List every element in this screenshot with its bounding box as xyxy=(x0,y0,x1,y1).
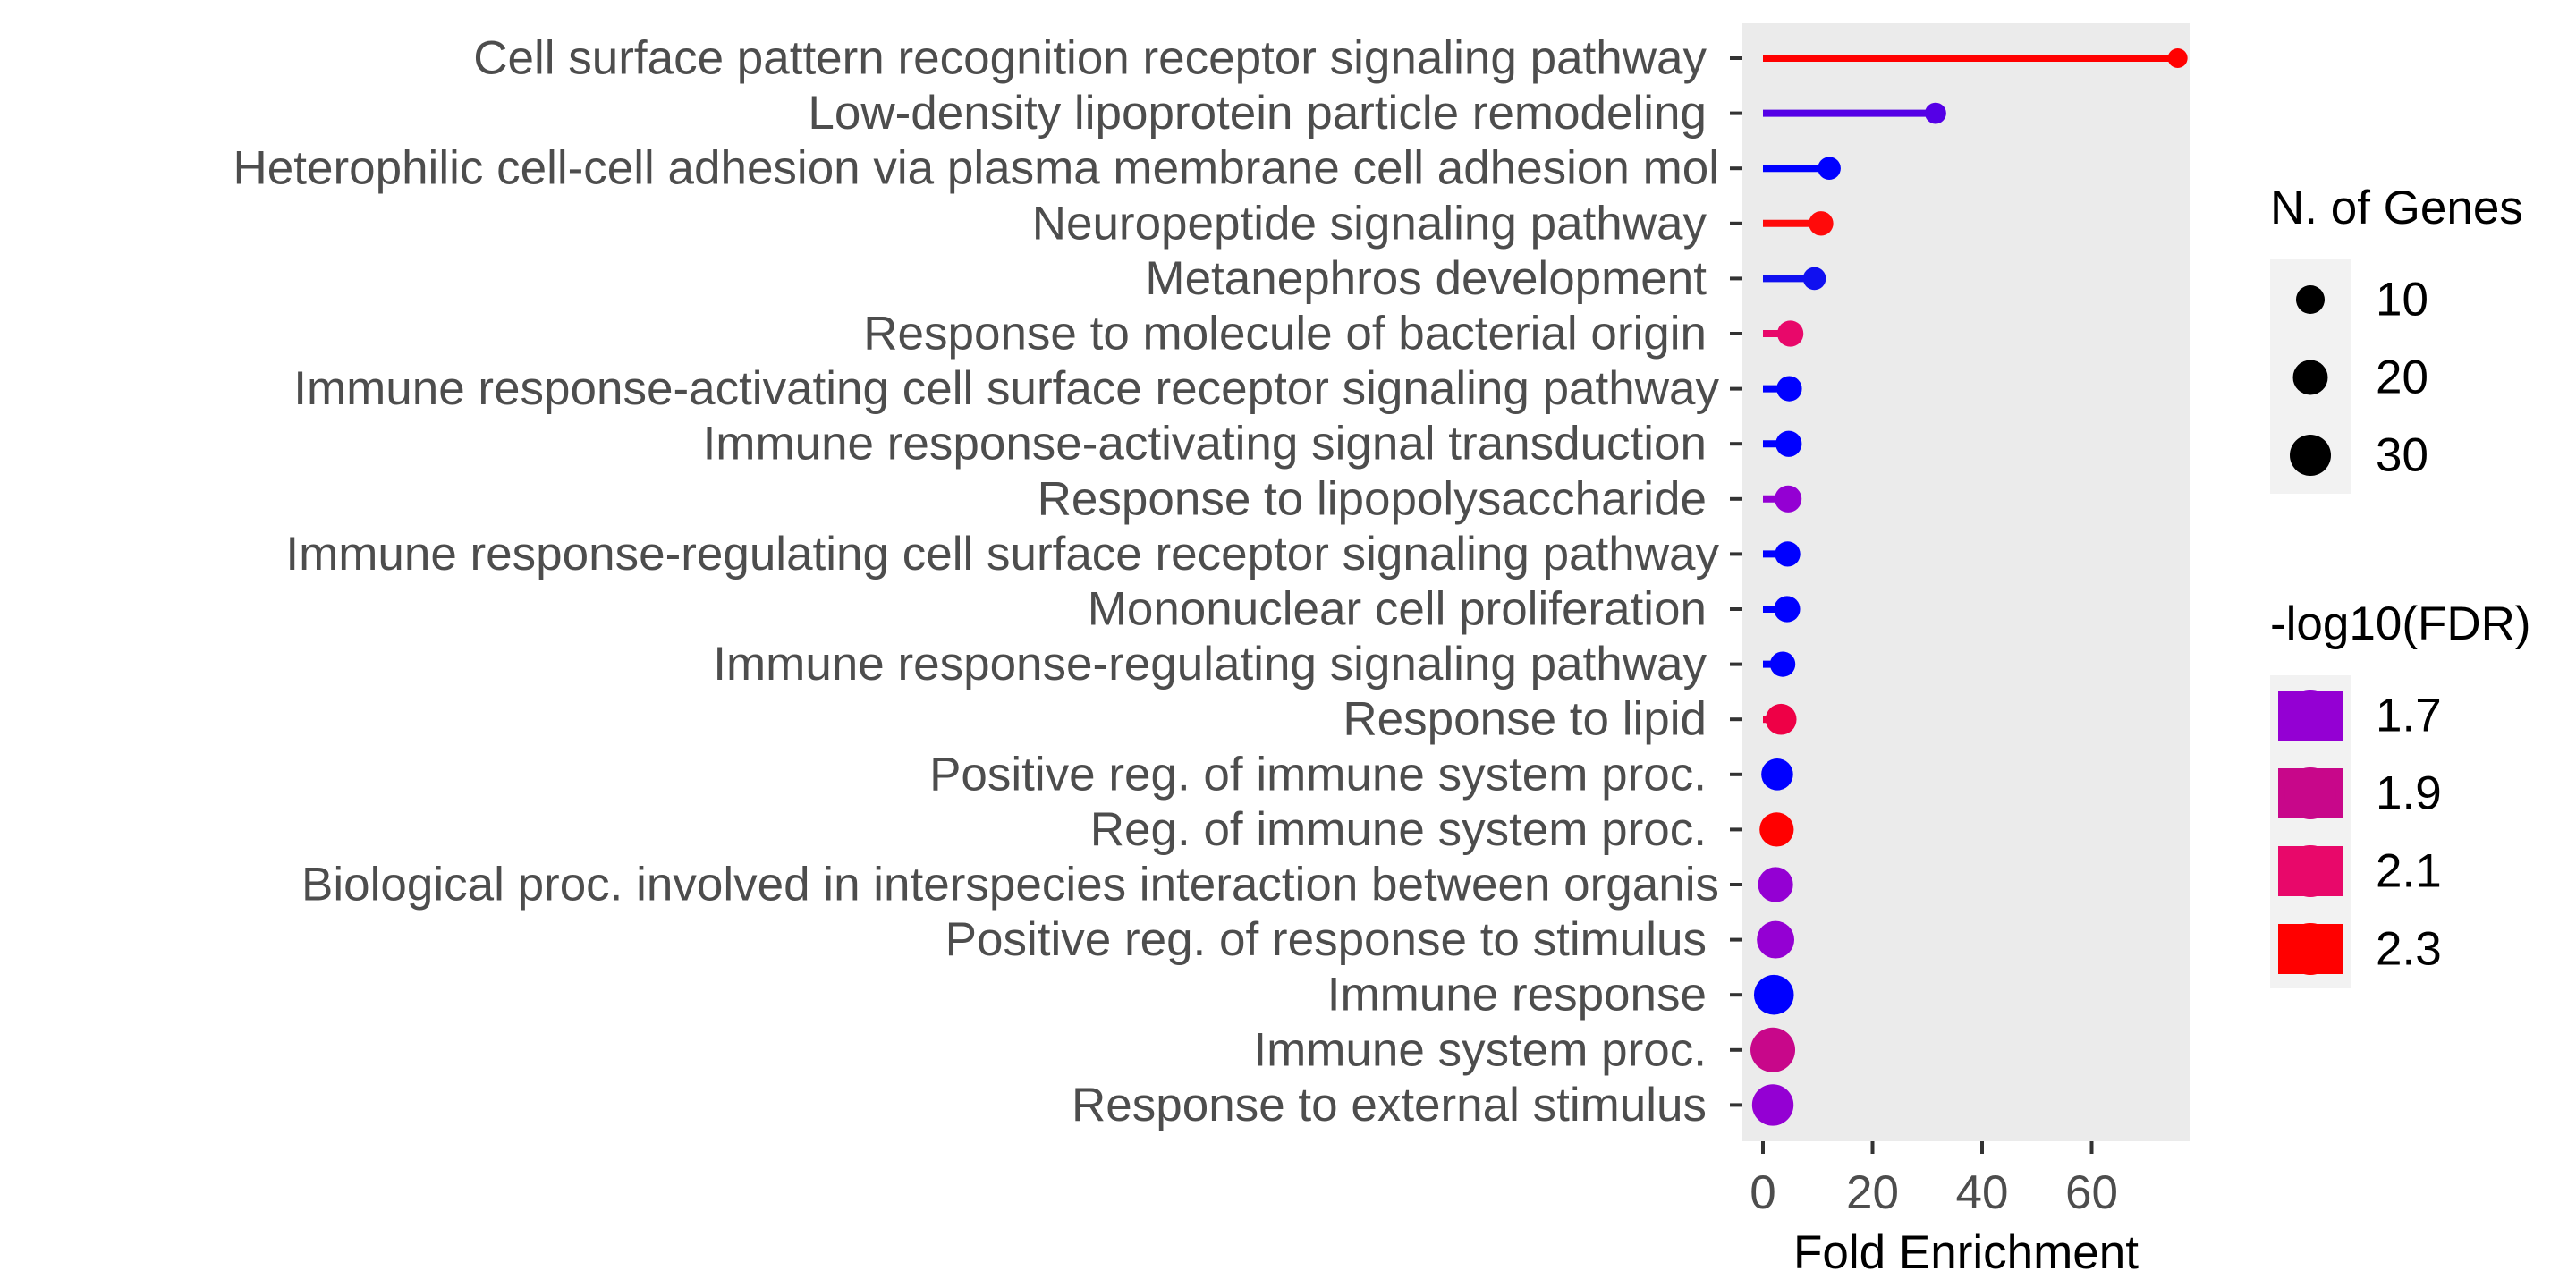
y-axis-ticks xyxy=(1730,56,1742,1107)
point-immune-response-regulating-cell-surface-receptor-signaling-pathway xyxy=(1775,541,1801,567)
category-label-response-to-external-stimulus: Response to external stimulus xyxy=(1072,1079,1707,1131)
size-legend-key xyxy=(2292,360,2328,395)
point-mononuclear-cell-proliferation xyxy=(1774,596,1801,623)
category-label-immune-response-regulating-cell-surface-receptor-signaling-pathway: Immune response-regulating cell surface … xyxy=(285,528,1719,580)
category-label-immune-response-activating-signal-transduction: Immune response-activating signal transd… xyxy=(703,418,1707,470)
category-label-response-to-lipid: Response to lipid xyxy=(1343,693,1707,746)
category-label-cell-surface-pattern-recognition-receptor-signaling-pathway: Cell surface pattern recognition recepto… xyxy=(473,32,1707,85)
point-positive-reg-of-immune-system-proc xyxy=(1761,758,1793,791)
point-neuropeptide-signaling-pathway xyxy=(1809,211,1834,236)
color-legend-label: 2.3 xyxy=(2376,923,2442,976)
point-biological-proc-involved-in-interspecies-interaction-between-organis xyxy=(1758,867,1793,902)
point-cell-surface-pattern-recognition-receptor-signaling-pathway xyxy=(2167,48,2188,68)
category-label-positive-reg-of-immune-system-proc: Positive reg. of immune system proc. xyxy=(929,748,1707,801)
point-immune-system-proc xyxy=(1750,1027,1796,1072)
point-response-to-lipopolysaccharide xyxy=(1775,485,1802,513)
point-heterophilic-cell-cell-adhesion-via-plasma-membrane-cell-adhesion-mol xyxy=(1818,157,1841,181)
x-tick-label: 0 xyxy=(1750,1166,1775,1219)
x-axis-ticks xyxy=(1761,1141,2094,1154)
category-label-response-to-molecule-of-bacterial-origin: Response to molecule of bacterial origin xyxy=(863,308,1707,360)
size-legend-key xyxy=(2290,435,2331,476)
category-label-low-density-lipoprotein-particle-remodeling: Low-density lipoprotein particle remodel… xyxy=(808,87,1707,140)
plot-panel xyxy=(1742,23,2190,1141)
category-label-immune-system-proc: Immune system proc. xyxy=(1253,1023,1707,1076)
x-tick-label: 60 xyxy=(2065,1166,2118,1219)
color-legend-label: 2.1 xyxy=(2376,845,2442,898)
x-tick-label: 20 xyxy=(1846,1166,1899,1219)
color-legend-key xyxy=(2278,845,2343,897)
point-response-to-lipid xyxy=(1765,703,1797,735)
point-immune-response-regulating-signaling-pathway xyxy=(1769,651,1796,677)
category-label-reg-of-immune-system-proc: Reg. of immune system proc. xyxy=(1090,803,1707,856)
category-label-positive-reg-of-response-to-stimulus: Positive reg. of response to stimulus xyxy=(945,913,1707,966)
color-legend-label: 1.9 xyxy=(2376,767,2442,820)
point-metanephros-development xyxy=(1802,267,1826,291)
size-legend: N. of Genes 10 20 30 xyxy=(2270,182,2523,494)
color-legend: -log10(FDR) 1.7 1.9 2.1 2.3 xyxy=(2270,597,2531,988)
category-label-immune-response-activating-cell-surface-receptor-signaling-pathway: Immune response-activating cell surface … xyxy=(293,362,1719,415)
category-label-immune-response: Immune response xyxy=(1327,969,1707,1021)
lollipop-points xyxy=(1750,48,2188,1126)
category-label-biological-proc-involved-in-interspecies-interaction-between-organis: Biological proc. involved in interspecie… xyxy=(301,859,1719,911)
point-reg-of-immune-system-proc xyxy=(1759,812,1794,847)
category-label-immune-response-regulating-signaling-pathway: Immune response-regulating signaling pat… xyxy=(713,638,1707,691)
point-low-density-lipoprotein-particle-remodeling xyxy=(1925,102,1946,124)
color-legend-key xyxy=(2278,767,2343,819)
size-legend-key xyxy=(2296,285,2325,314)
category-label-metanephros-development: Metanephros development xyxy=(1145,252,1707,305)
point-response-to-external-stimulus xyxy=(1751,1084,1794,1126)
point-immune-response-activating-cell-surface-receptor-signaling-pathway xyxy=(1776,376,1802,402)
point-immune-response-activating-signal-transduction xyxy=(1775,430,1802,457)
color-legend-key xyxy=(2278,690,2343,741)
color-legend-label: 1.7 xyxy=(2376,690,2442,742)
point-positive-reg-of-response-to-stimulus xyxy=(1757,920,1795,959)
category-label-neuropeptide-signaling-pathway: Neuropeptide signaling pathway xyxy=(1032,197,1707,250)
size-legend-label: 10 xyxy=(2376,274,2428,326)
x-axis-title: Fold Enrichment xyxy=(1793,1226,2139,1279)
category-label-mononuclear-cell-proliferation: Mononuclear cell proliferation xyxy=(1088,583,1707,636)
category-label-heterophilic-cell-cell-adhesion-via-plasma-membrane-cell-adhesion-mol: Heterophilic cell-cell adhesion via plas… xyxy=(233,142,1719,195)
color-legend-key xyxy=(2278,923,2343,975)
x-tick-label: 40 xyxy=(1956,1166,2009,1219)
category-labels: Cell surface pattern recognition recepto… xyxy=(233,32,1720,1131)
color-legend-title: -log10(FDR) xyxy=(2270,597,2531,650)
point-immune-response xyxy=(1753,974,1794,1015)
size-legend-label: 30 xyxy=(2376,429,2428,482)
x-axis-tick-labels: 0 20 40 60 xyxy=(1750,1166,2118,1219)
size-legend-label: 20 xyxy=(2376,352,2428,404)
point-response-to-molecule-of-bacterial-origin xyxy=(1777,320,1804,347)
category-label-response-to-lipopolysaccharide: Response to lipopolysaccharide xyxy=(1038,472,1707,525)
size-legend-title: N. of Genes xyxy=(2270,182,2523,234)
